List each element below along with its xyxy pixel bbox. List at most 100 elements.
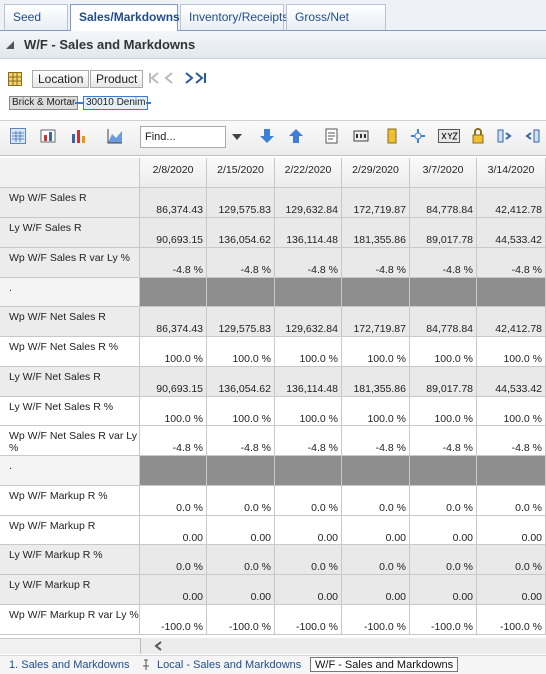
area-chart-icon[interactable] xyxy=(107,128,123,144)
value-cell: 136,114.48 xyxy=(275,366,342,397)
value-cell: 42,412.78 xyxy=(477,307,546,337)
value-cell: 0.0 % xyxy=(140,545,207,575)
value-cell: 100.0 % xyxy=(140,396,207,426)
grid-icon[interactable] xyxy=(8,72,22,86)
value-cell: -100.0 % xyxy=(410,604,477,635)
breadcrumb[interactable]: 30010 Denim xyxy=(83,96,149,110)
lock-icon[interactable] xyxy=(470,128,486,144)
value-cell: 0.00 xyxy=(275,575,342,605)
row-label: Wp W/F Net Sales R var Ly % xyxy=(0,426,140,456)
xyz-icon[interactable] xyxy=(438,129,460,143)
tool-icon[interactable] xyxy=(384,128,400,144)
value-cell: 0.00 xyxy=(410,575,477,605)
value-cell: 0.00 xyxy=(342,515,410,545)
value-cell: 0.0 % xyxy=(275,485,342,516)
tab[interactable]: Gross/Net Margin xyxy=(286,4,386,48)
value-cell: 0.00 xyxy=(410,515,477,545)
value-cell: 172,719.87 xyxy=(342,188,410,218)
value-cell: 86,374.43 xyxy=(140,188,207,218)
nav-arrows[interactable] xyxy=(148,71,210,85)
tool-icon[interactable] xyxy=(524,128,540,144)
data-grid: 2/8/2020 2/15/2020 2/22/2020 2/29/2020 3/7/2… xyxy=(0,158,546,638)
bottom-tab[interactable]: Local - Sales and Markdowns xyxy=(157,659,302,671)
value-cell: 129,575.83 xyxy=(207,188,275,218)
tool-icon[interactable] xyxy=(497,128,513,144)
value-cell: 172,719.87 xyxy=(342,307,410,337)
row-label: Wp W/F Sales R var Ly % xyxy=(0,247,140,278)
bottom-tab[interactable]: 1. Sales and Markdowns xyxy=(9,659,130,671)
scroll-track[interactable] xyxy=(140,638,546,654)
breadcrumb[interactable]: Brick & Mortar xyxy=(9,96,79,110)
row-label: Ly W/F Net Sales R xyxy=(0,366,140,397)
down-arrow-icon[interactable] xyxy=(259,128,275,144)
tab[interactable]: Inventory/Receipts xyxy=(180,4,288,30)
bar-chart-icon[interactable] xyxy=(70,128,86,144)
value-cell: 86,374.43 xyxy=(140,307,207,337)
value-cell: 89,017.78 xyxy=(410,366,477,397)
value-cell: 0.0 % xyxy=(140,485,207,516)
separator-cell xyxy=(342,456,410,486)
value-cell: 84,778.84 xyxy=(410,307,477,337)
value-cell: 0.00 xyxy=(140,575,207,605)
crumb-link xyxy=(75,102,83,104)
separator-cell xyxy=(342,277,410,307)
row-label: Ly W/F Markup R % xyxy=(0,545,140,575)
value-cell: -100.0 % xyxy=(140,604,207,635)
value-cell: -4.8 % xyxy=(477,247,546,278)
row-label: Wp W/F Sales R xyxy=(0,188,140,218)
up-arrow-icon[interactable] xyxy=(288,128,304,144)
value-cell: 181,355.86 xyxy=(342,218,410,248)
column-header: 2/29/2020 xyxy=(342,158,410,188)
value-cell: -4.8 % xyxy=(342,426,410,456)
value-cell: -100.0 % xyxy=(207,604,275,635)
value-cell: 0.0 % xyxy=(207,545,275,575)
row-label: Wp W/F Net Sales R xyxy=(0,307,140,337)
value-cell: -4.8 % xyxy=(410,426,477,456)
tool-icon[interactable] xyxy=(410,128,426,144)
find-dropdown[interactable] xyxy=(232,134,242,140)
tool-icon[interactable] xyxy=(353,128,369,144)
value-cell: 42,412.78 xyxy=(477,188,546,218)
separator-cell xyxy=(275,456,342,486)
separator-cell xyxy=(410,456,477,486)
value-cell: 0.0 % xyxy=(410,485,477,516)
value-cell: -4.8 % xyxy=(275,426,342,456)
value-cell: 100.0 % xyxy=(342,337,410,367)
tab-active[interactable]: Sales/Markdowns xyxy=(70,4,180,31)
value-cell: -4.8 % xyxy=(140,426,207,456)
value-cell: 0.0 % xyxy=(477,485,546,516)
value-cell: -4.8 % xyxy=(410,247,477,278)
panel-title: W/F - Sales and Markdowns xyxy=(24,37,196,52)
value-cell: -4.8 % xyxy=(275,247,342,278)
value-cell: -100.0 % xyxy=(275,604,342,635)
value-cell: 89,017.78 xyxy=(410,218,477,248)
column-header: 2/22/2020 xyxy=(275,158,342,188)
value-cell: 129,632.84 xyxy=(275,307,342,337)
table-view-icon[interactable] xyxy=(10,128,26,144)
tool-icon[interactable] xyxy=(324,128,340,144)
chart-table-icon[interactable] xyxy=(40,128,56,144)
tab[interactable]: Seed Plan xyxy=(4,4,68,48)
value-cell: -4.8 % xyxy=(207,426,275,456)
value-cell: 0.0 % xyxy=(342,545,410,575)
separator-cell xyxy=(140,456,207,486)
scroll-left[interactable] xyxy=(154,641,162,651)
value-cell: 0.00 xyxy=(207,515,275,545)
value-cell: 90,693.15 xyxy=(140,366,207,397)
location-button[interactable]: Location xyxy=(32,70,90,88)
value-cell: -4.8 % xyxy=(207,247,275,278)
value-cell: 0.0 % xyxy=(477,545,546,575)
separator-cell xyxy=(207,456,275,486)
value-cell: 0.0 % xyxy=(207,485,275,516)
product-button[interactable]: Product xyxy=(90,70,144,88)
row-label: Ly W/F Net Sales R % xyxy=(0,396,140,426)
value-cell: 100.0 % xyxy=(275,337,342,367)
column-header: 3/7/2020 xyxy=(410,158,477,188)
value-cell: -4.8 % xyxy=(342,247,410,278)
find-input[interactable]: Find... xyxy=(140,126,226,148)
value-cell: 0.00 xyxy=(275,515,342,545)
value-cell: 129,632.84 xyxy=(275,188,342,218)
bottom-tab-active[interactable]: W/F - Sales and Markdowns xyxy=(310,657,459,672)
separator-cell xyxy=(275,277,342,307)
collapse-icon[interactable] xyxy=(6,40,16,50)
